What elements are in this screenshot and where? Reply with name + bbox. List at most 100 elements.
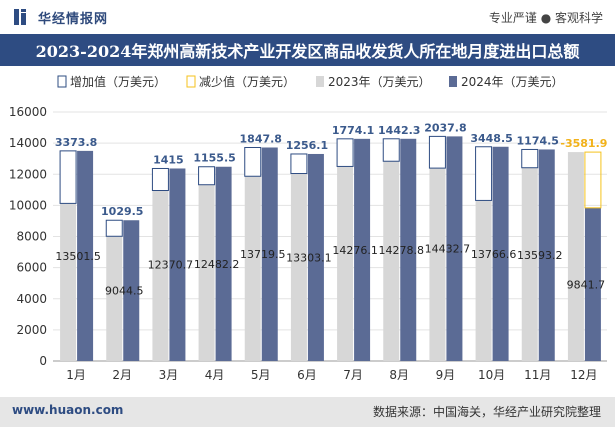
bar-2024	[446, 136, 463, 361]
value-label-2024: 12370.7	[148, 259, 194, 272]
bar-2023	[244, 176, 261, 361]
increase-label: 3373.8	[55, 136, 97, 149]
increase-box	[244, 146, 262, 177]
bar-2024	[400, 138, 417, 361]
x-tick-label: 10月	[478, 368, 505, 382]
bar-2024	[307, 153, 324, 361]
value-label-2024: 14432.7	[425, 243, 471, 256]
bar-2023	[152, 190, 169, 361]
bar-2023	[567, 152, 584, 361]
increase-box	[290, 153, 308, 175]
value-label-2024: 14276.1	[332, 244, 378, 257]
bar-2023	[198, 184, 215, 361]
y-tick-label: 0	[39, 354, 47, 368]
increase-label: 1847.8	[240, 132, 282, 145]
x-tick-label: 5月	[251, 368, 271, 382]
bar-2024	[77, 150, 94, 361]
bar-2023	[429, 168, 446, 361]
x-tick-label: 3月	[159, 368, 179, 382]
bar-2024	[584, 207, 601, 361]
bar-2024	[215, 166, 232, 361]
x-tick-label: 8月	[389, 368, 409, 382]
value-label-2024: 9841.7	[567, 278, 606, 291]
value-label-2024: 13501.5	[55, 250, 101, 263]
y-tick-label: 12000	[9, 167, 47, 181]
title-bar: 2023-2024年郑州高新技术产业开发区商品收发货人所在地月度进出口总额	[0, 34, 615, 66]
tagline: 专业严谨 ● 客观科学	[488, 11, 603, 25]
increase-label: 3448.5	[470, 132, 512, 145]
value-label-2024: 12482.2	[194, 258, 240, 271]
increase-box	[475, 146, 493, 201]
increase-box	[521, 148, 539, 169]
x-tick-label: 7月	[343, 368, 363, 382]
bar-2023	[106, 236, 123, 361]
data-source: 数据来源：中国海关，华经产业研究院整理	[372, 405, 601, 419]
increase-label: 1442.3	[378, 124, 420, 137]
legend-label: 增加值（万美元）	[70, 74, 166, 89]
bar-2023	[521, 167, 538, 361]
x-tick-label: 4月	[205, 368, 225, 382]
value-label-2024: 13719.5	[240, 248, 286, 261]
y-tick-label: 2000	[16, 323, 47, 337]
legend-label: 2023年（万美元）	[328, 75, 431, 89]
chart-title: 2023-2024年郑州高新技术产业开发区商品收发货人所在地月度进出口总额	[35, 42, 580, 61]
increase-label: 1256.1	[286, 139, 328, 152]
website-link[interactable]: www.huaon.com	[12, 403, 124, 417]
increase-label: 2037.8	[424, 121, 466, 134]
bar-2023	[60, 203, 77, 361]
legend-swatch-decrease	[186, 75, 196, 88]
y-tick-label: 4000	[16, 292, 47, 306]
bar-2024	[261, 147, 278, 361]
x-tick-label: 2月	[112, 368, 132, 382]
y-tick-label: 16000	[9, 105, 47, 119]
increase-box	[59, 150, 77, 204]
x-tick-label: 11月	[524, 368, 551, 382]
value-label-2024: 13593.2	[517, 249, 563, 262]
x-tick-label: 9月	[436, 368, 456, 382]
y-tick-label: 6000	[16, 261, 47, 275]
footer-bar: www.huaon.com 数据来源：中国海关，华经产业研究院整理	[0, 397, 615, 427]
decrease-box	[584, 151, 602, 209]
header-bar: 华经情报网 专业严谨 ● 客观科学	[0, 0, 615, 34]
bar-2023	[475, 200, 492, 361]
increase-label: 1415	[153, 153, 184, 166]
x-tick-label: 1月	[66, 368, 86, 382]
decrease-label: -3581.9	[560, 137, 607, 150]
legend-swatch-increase	[57, 75, 67, 88]
increase-label: 1155.5	[193, 152, 235, 165]
bar-2023	[337, 166, 354, 361]
increase-box	[151, 167, 169, 192]
legend-label: 减少值（万美元）	[199, 74, 295, 89]
y-tick-label: 14000	[9, 136, 47, 150]
value-label-2024: 14278.8	[379, 244, 425, 257]
legend-label: 2024年（万美元）	[461, 75, 564, 89]
bar-2024	[354, 138, 371, 361]
legend-swatch-2023	[316, 76, 324, 87]
bar-2024	[123, 220, 140, 361]
bar-2024	[492, 146, 509, 361]
y-tick-label: 10000	[9, 198, 47, 212]
legend-swatch-2024	[449, 76, 457, 87]
increase-label: 1029.5	[101, 205, 143, 218]
x-tick-label: 6月	[297, 368, 317, 382]
bar-2024	[538, 149, 555, 361]
brand-logo-icon	[14, 9, 26, 25]
brand-name: 华经情报网	[38, 12, 109, 27]
bar-2023	[290, 173, 307, 361]
increase-box	[198, 166, 216, 186]
y-tick-label: 8000	[16, 230, 47, 244]
increase-box	[336, 138, 354, 167]
value-label-2024: 13766.6	[471, 248, 517, 261]
bar-2024	[169, 168, 186, 361]
bar-chart: 0 2000 4000 6000 8000 10000 12000 14000 16000 增加值…	[9, 74, 608, 382]
increase-box	[105, 219, 123, 237]
value-label-2024: 9044.5	[105, 285, 144, 298]
bar-2023	[383, 161, 400, 361]
increase-box	[382, 138, 400, 162]
x-tick-label: 12月	[570, 368, 597, 382]
value-label-2024: 13303.1	[286, 251, 332, 264]
increase-label: 1774.1	[332, 124, 374, 137]
increase-label: 1174.5	[517, 134, 559, 147]
increase-box	[428, 135, 446, 169]
